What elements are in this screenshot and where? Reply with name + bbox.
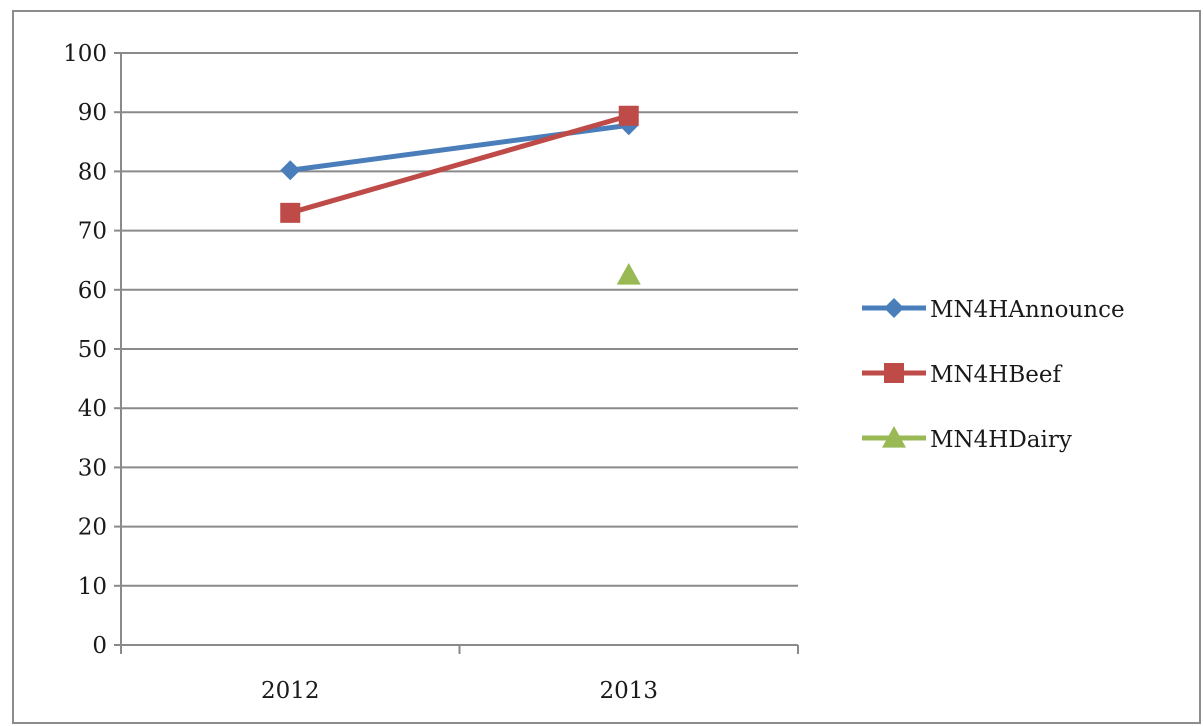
x-tick-label: 2013	[599, 678, 658, 704]
y-tick-label: 80	[78, 159, 107, 185]
series-layer	[280, 106, 641, 285]
y-tick-label: 90	[78, 100, 107, 126]
legend-marker-square	[884, 363, 904, 383]
y-tick-label: 10	[78, 574, 107, 600]
legend-label: MN4HAnnounce	[930, 297, 1125, 323]
series-MN4HDairy	[617, 263, 641, 285]
axes: 0 10 20 30 40 50 60 70 80 90 100 2012 2013	[63, 41, 798, 704]
data-point-MN4HBeef-2013	[619, 106, 639, 126]
legend-marker-diamond	[884, 298, 904, 318]
y-tick-label: 50	[78, 337, 107, 363]
legend-item-MN4HDairy: MN4HDairy	[862, 426, 1072, 453]
legend-item-MN4HAnnounce: MN4HAnnounce	[862, 297, 1125, 323]
y-tick-label: 60	[78, 278, 107, 304]
legend: MN4HAnnounce MN4HBeef MN4HDairy	[862, 297, 1125, 453]
data-point-MN4HDairy-2013	[617, 263, 641, 285]
data-point-MN4HBeef-2012	[280, 203, 300, 223]
y-tick-label: 40	[78, 396, 107, 422]
gridlines	[121, 53, 798, 586]
y-tick-label: 100	[63, 41, 107, 67]
y-tick-label: 0	[92, 633, 107, 659]
legend-item-MN4HBeef: MN4HBeef	[862, 362, 1062, 388]
legend-label: MN4HDairy	[930, 427, 1072, 453]
legend-label: MN4HBeef	[930, 362, 1062, 388]
data-point-MN4HAnnounce-2012	[280, 160, 300, 180]
y-tick-label: 30	[78, 455, 107, 481]
x-tick-label: 2012	[261, 678, 320, 704]
y-tick-label: 70	[78, 219, 107, 245]
y-tick-label: 20	[78, 515, 107, 541]
